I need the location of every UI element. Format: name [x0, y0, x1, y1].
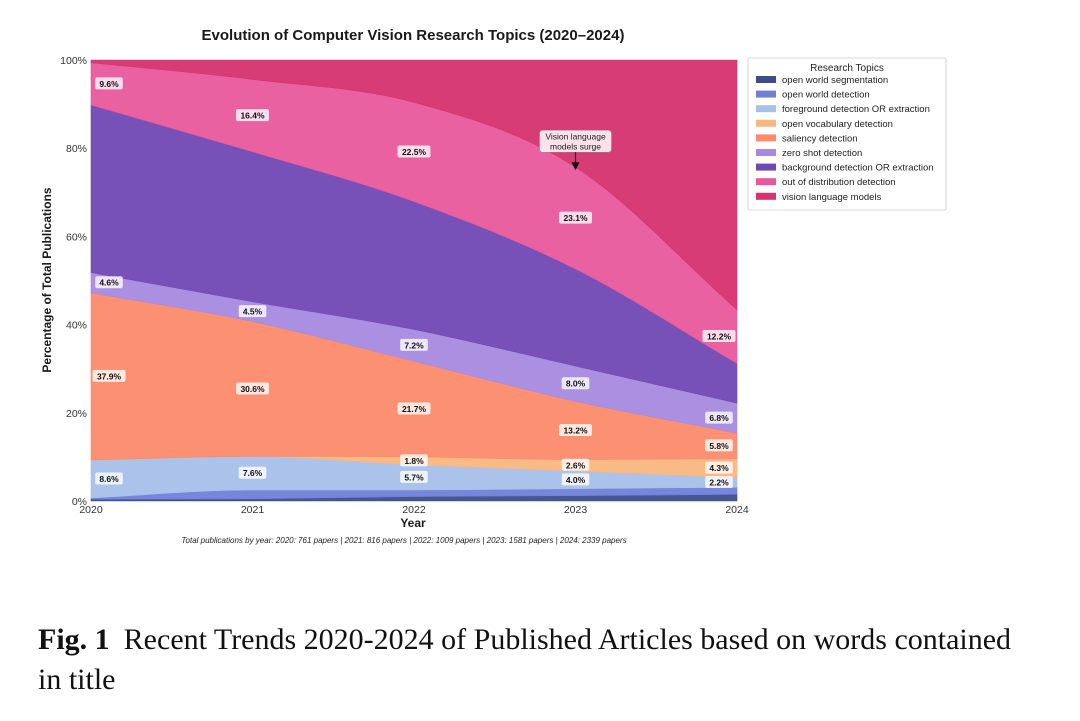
svg-text:6.8%: 6.8%: [709, 413, 729, 423]
svg-text:23.1%: 23.1%: [563, 213, 588, 223]
svg-text:open world detection: open world detection: [782, 90, 870, 101]
legend-item: open world segmentation: [756, 75, 888, 86]
data-label: 9.6%: [95, 77, 123, 90]
data-label: 22.5%: [397, 145, 431, 158]
svg-text:Vision language: Vision language: [545, 131, 606, 141]
svg-text:13.2%: 13.2%: [563, 425, 588, 435]
figure-label: Fig. 1: [38, 623, 110, 656]
svg-text:2.2%: 2.2%: [709, 477, 729, 487]
legend-item: open vocabulary detection: [756, 119, 893, 130]
svg-text:foreground detection OR extrac: foreground detection OR extraction: [782, 104, 930, 115]
svg-text:vision language models: vision language models: [782, 192, 882, 203]
svg-text:30.6%: 30.6%: [240, 384, 265, 394]
data-label: 13.2%: [559, 423, 592, 436]
y-tick-label: 60%: [66, 231, 87, 243]
y-axis-ticks: 0% 20% 40% 60% 80% 100%: [60, 55, 87, 508]
data-label: 8.0%: [561, 377, 590, 390]
data-label: 12.2%: [702, 330, 736, 343]
data-label: 2.2%: [705, 475, 733, 488]
data-label: 21.7%: [397, 402, 431, 415]
data-label: 37.9%: [92, 369, 126, 382]
legend-item: background detection OR extraction: [756, 163, 934, 174]
figure-caption: Fig. 1 Recent Trends 2020-2024 of Publish…: [38, 620, 1038, 700]
area-vision-language-models: [90, 59, 738, 311]
x-tick-label: 2024: [725, 504, 749, 516]
data-label: 4.6%: [95, 276, 123, 289]
svg-text:37.9%: 37.9%: [97, 371, 122, 381]
x-tick-label: 2022: [402, 504, 426, 516]
legend-item: out of distribution detection: [756, 177, 896, 188]
svg-text:21.7%: 21.7%: [402, 404, 427, 414]
x-tick-label: 2020: [79, 504, 103, 516]
svg-text:models surge: models surge: [550, 141, 601, 151]
chart-title: Evolution of Computer Vision Research To…: [202, 27, 625, 44]
svg-text:background detection OR extrac: background detection OR extraction: [782, 163, 934, 174]
svg-text:2.6%: 2.6%: [566, 460, 586, 470]
y-tick-label: 100%: [60, 55, 87, 67]
stacked-area-chart: Evolution of Computer Vision Research To…: [40, 27, 947, 545]
svg-text:5.8%: 5.8%: [709, 441, 729, 451]
data-label: 7.6%: [238, 466, 267, 479]
svg-text:8.0%: 8.0%: [566, 379, 586, 389]
svg-text:zero shot detection: zero shot detection: [782, 148, 862, 159]
data-label: 1.8%: [400, 454, 428, 467]
x-axis-ticks: 2020 2021 2022 2023 2024: [79, 504, 749, 516]
caption-text: Recent Trends 2020-2024 of Published Art…: [38, 623, 1012, 696]
svg-text:open vocabulary detection: open vocabulary detection: [782, 119, 893, 130]
data-label: 2.6%: [561, 458, 590, 471]
svg-text:1.8%: 1.8%: [404, 456, 424, 466]
y-tick-label: 80%: [66, 143, 87, 155]
data-label: 5.8%: [705, 439, 733, 452]
svg-text:9.6%: 9.6%: [99, 79, 119, 89]
y-tick-label: 40%: [66, 320, 87, 332]
y-tick-label: 20%: [66, 408, 87, 420]
svg-text:7.6%: 7.6%: [243, 468, 263, 478]
legend-title: Research Topics: [810, 63, 884, 74]
legend-item: saliency detection: [756, 133, 858, 144]
data-label: 4.3%: [705, 461, 733, 474]
svg-text:4.0%: 4.0%: [566, 475, 586, 485]
svg-text:5.7%: 5.7%: [404, 472, 424, 482]
svg-text:out of distribution detection: out of distribution detection: [782, 177, 896, 188]
data-label: 6.8%: [705, 411, 733, 424]
legend-item: foreground detection OR extraction: [756, 104, 930, 115]
svg-text:open world segmentation: open world segmentation: [782, 75, 888, 86]
legend-item: open world detection: [756, 90, 870, 101]
data-label: 23.1%: [559, 211, 592, 224]
x-tick-label: 2023: [564, 504, 588, 516]
legend-item: zero shot detection: [756, 148, 862, 159]
y-tick-label: 0%: [72, 496, 87, 508]
svg-text:4.5%: 4.5%: [243, 307, 263, 317]
svg-text:saliency detection: saliency detection: [782, 133, 858, 144]
data-label: 7.2%: [400, 338, 428, 351]
svg-text:4.6%: 4.6%: [99, 278, 119, 288]
data-label: 16.4%: [236, 109, 269, 122]
svg-text:8.6%: 8.6%: [99, 474, 119, 484]
legend-item: vision language models: [756, 192, 882, 203]
data-label: 8.6%: [95, 472, 123, 485]
legend: Research Topics open world segmentation o…: [747, 57, 947, 211]
y-axis-label: Percentage of Total Publications: [40, 187, 54, 372]
svg-text:4.3%: 4.3%: [709, 463, 729, 473]
svg-text:16.4%: 16.4%: [240, 111, 265, 121]
plot-area: [90, 59, 738, 502]
x-axis-label: Year: [400, 516, 426, 530]
svg-text:22.5%: 22.5%: [402, 147, 427, 157]
data-label: 30.6%: [236, 382, 269, 395]
data-label: 4.5%: [238, 305, 267, 318]
data-label: 4.0%: [561, 473, 590, 486]
x-tick-label: 2021: [241, 504, 265, 516]
data-label: 5.7%: [400, 470, 428, 483]
svg-text:12.2%: 12.2%: [707, 332, 732, 342]
footnote: Total publications by year: 2020: 761 pa…: [181, 536, 626, 545]
svg-text:7.2%: 7.2%: [404, 340, 424, 350]
data-labels: 8.6% 7.6% 5.7% 4.0% 2.2% 1.8% 2.6% 4.3% 37.9% 30.…: [92, 77, 736, 488]
